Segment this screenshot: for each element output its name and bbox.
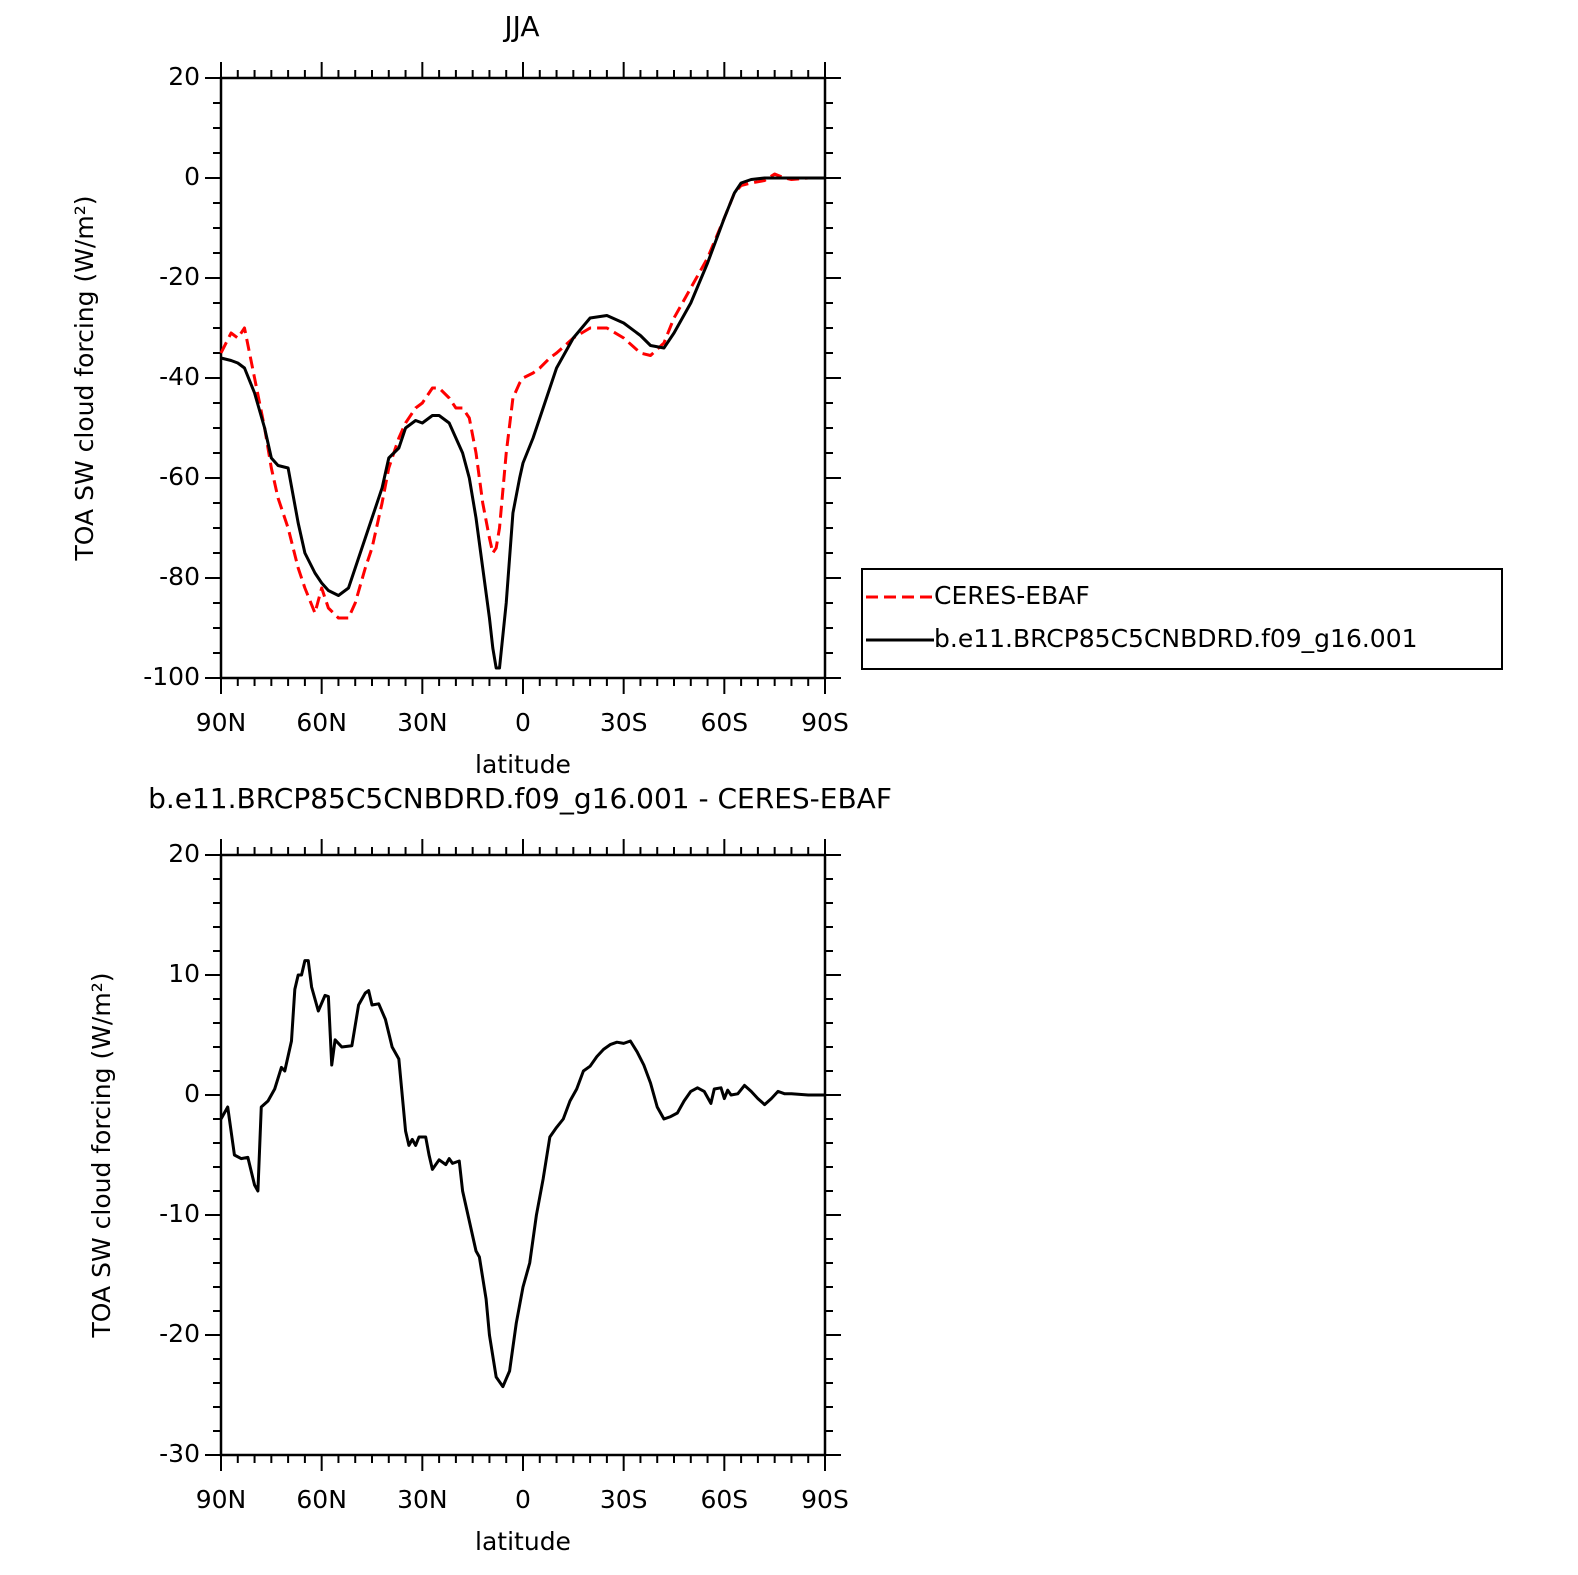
- x-tick-label: 60N: [296, 708, 347, 737]
- x-tick-label: 90S: [801, 1485, 849, 1514]
- y-tick-label: -80: [159, 562, 200, 591]
- x-tick-label: 90N: [196, 708, 247, 737]
- x-tick-label: 60N: [296, 1485, 347, 1514]
- x-tick-label: 0: [515, 1485, 531, 1514]
- y-tick-label: -60: [159, 462, 200, 491]
- x-tick-label: 60S: [700, 708, 748, 737]
- y-tick-label: -20: [159, 1319, 200, 1348]
- x-tick-label: 90S: [801, 708, 849, 737]
- x-axis-label: latitude: [475, 1527, 571, 1556]
- y-tick-label: -20: [159, 262, 200, 291]
- chart-title: JJA: [502, 10, 539, 43]
- plot-frame: [219, 853, 827, 1457]
- legend-label: b.e11.BRCP85C5CNBDRD.f09_g16.001: [934, 624, 1418, 653]
- y-axis-label: TOA SW cloud forcing (W/m²): [70, 196, 99, 562]
- x-tick-label: 30S: [600, 1485, 648, 1514]
- y-tick-label: -40: [159, 362, 200, 391]
- y-tick-label: 10: [168, 959, 200, 988]
- x-axis-label: latitude: [475, 750, 571, 779]
- x-tick-label: 60S: [700, 1485, 748, 1514]
- legend-box: [861, 568, 1503, 670]
- x-tick-label: 30N: [397, 1485, 448, 1514]
- y-tick-label: -10: [159, 1199, 200, 1228]
- y-axis-label: TOA SW cloud forcing (W/m²): [87, 973, 116, 1339]
- chart-title: b.e11.BRCP85C5CNBDRD.f09_g16.001 - CERES…: [148, 782, 892, 815]
- y-tick-label: 20: [168, 62, 200, 91]
- y-tick-label: 0: [184, 1079, 200, 1108]
- data-line: [219, 959, 825, 1389]
- data-line: [220, 176, 825, 670]
- y-tick-label: -100: [143, 662, 200, 691]
- x-tick-label: 30S: [600, 708, 648, 737]
- y-tick-label: 0: [184, 162, 200, 191]
- data-line: [219, 172, 825, 620]
- legend-label: CERES-EBAF: [934, 581, 1090, 610]
- y-tick-label: -30: [159, 1439, 200, 1468]
- x-tick-label: 90N: [196, 1485, 247, 1514]
- y-tick-label: 20: [168, 839, 200, 868]
- plot-frame: [219, 76, 827, 680]
- x-tick-label: 0: [515, 708, 531, 737]
- x-tick-label: 30N: [397, 708, 448, 737]
